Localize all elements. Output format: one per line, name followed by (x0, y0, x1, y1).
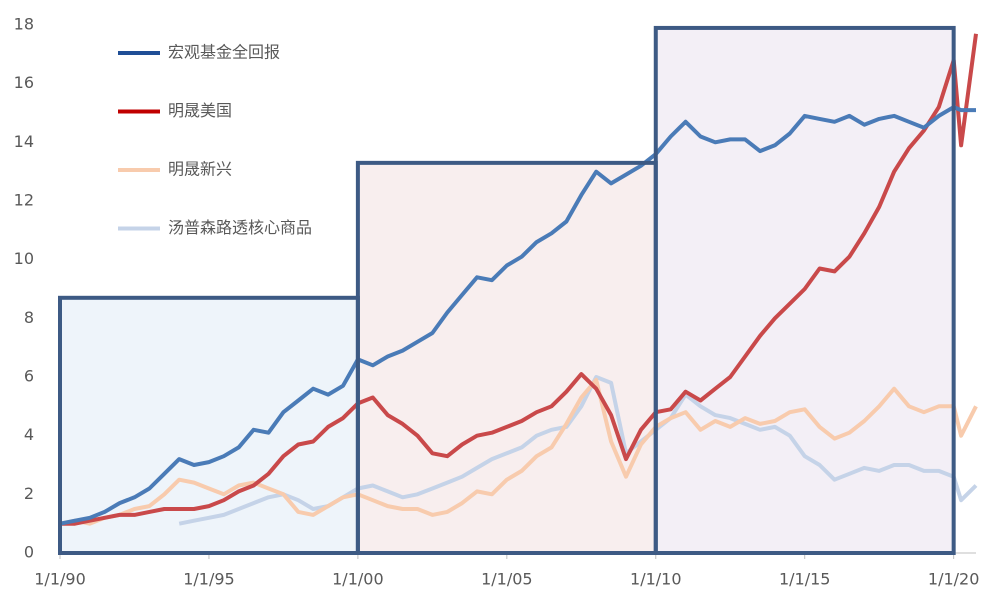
y-tick-label: 16 (14, 73, 34, 92)
y-tick-label: 6 (24, 367, 34, 386)
x-tick-label: 1/1/00 (332, 570, 384, 589)
x-tick-label: 1/1/05 (481, 570, 533, 589)
x-tick-label: 1/1/20 (928, 570, 980, 589)
x-tick-label: 1/1/15 (779, 570, 831, 589)
x-tick-label: 1/1/10 (630, 570, 682, 589)
legend-label: 明晟美国 (168, 101, 232, 120)
series-line (178, 375, 978, 526)
x-tick-label: 1/1/90 (34, 570, 86, 589)
y-tick-label: 18 (14, 15, 34, 34)
y-tick-label: 2 (24, 484, 34, 503)
series-line (59, 105, 976, 526)
legend-label: 汤普森路透核心商品 (168, 218, 312, 237)
legend-label: 宏观基金全回报 (168, 43, 280, 62)
y-tick-label: 12 (14, 191, 34, 210)
region-border (653, 25, 956, 555)
y-tick-label: 8 (24, 308, 34, 327)
y-tick-label: 14 (14, 132, 34, 151)
y-tick-label: 0 (24, 543, 34, 562)
series-line (59, 377, 978, 526)
series-line (60, 33, 978, 526)
legend-label: 明晟新兴 (168, 160, 232, 179)
region-fill (357, 162, 656, 553)
y-tick-label: 4 (24, 425, 34, 444)
x-tick-label: 1/1/95 (183, 570, 235, 589)
y-tick-label: 10 (14, 249, 34, 268)
